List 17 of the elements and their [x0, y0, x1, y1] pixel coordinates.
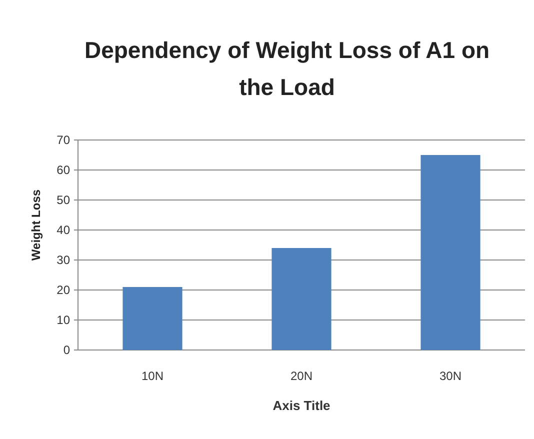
y-tick-label: 20 [56, 283, 70, 298]
bar [272, 248, 332, 350]
y-tick-label: 60 [56, 163, 70, 178]
y-tick-label: 50 [56, 193, 70, 208]
x-tick-label: 20N [290, 369, 313, 383]
y-tick-label: 70 [56, 133, 70, 148]
x-tick-label: 30N [439, 369, 462, 383]
x-axis-title: Axis Title [272, 398, 330, 413]
bar [122, 287, 182, 350]
y-tick-label: 30 [56, 253, 70, 268]
chart-title: Dependency of Weight Loss of A1 on the Load [84, 37, 490, 100]
y-axis-title: Weight Loss [29, 189, 43, 261]
y-tick-label: 0 [63, 343, 70, 358]
x-tick-label: 10N [141, 369, 164, 383]
y-tick-label: 40 [56, 223, 70, 238]
bar [420, 155, 480, 350]
y-tick-label: 10 [56, 313, 70, 328]
